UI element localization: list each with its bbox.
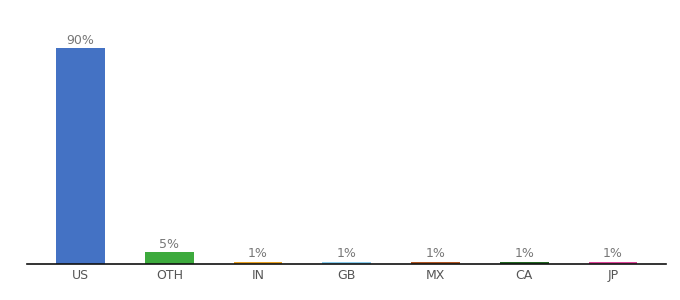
Text: 1%: 1% bbox=[514, 248, 534, 260]
Bar bbox=[56, 48, 105, 264]
Text: 5%: 5% bbox=[159, 238, 180, 251]
Bar bbox=[234, 262, 282, 264]
Bar bbox=[322, 262, 371, 264]
Bar bbox=[145, 252, 194, 264]
Text: 1%: 1% bbox=[426, 248, 445, 260]
Bar bbox=[411, 262, 460, 264]
Bar bbox=[589, 262, 637, 264]
Bar bbox=[500, 262, 549, 264]
Text: 1%: 1% bbox=[603, 248, 623, 260]
Text: 90%: 90% bbox=[67, 34, 95, 47]
Text: 1%: 1% bbox=[337, 248, 357, 260]
Text: 1%: 1% bbox=[248, 248, 268, 260]
